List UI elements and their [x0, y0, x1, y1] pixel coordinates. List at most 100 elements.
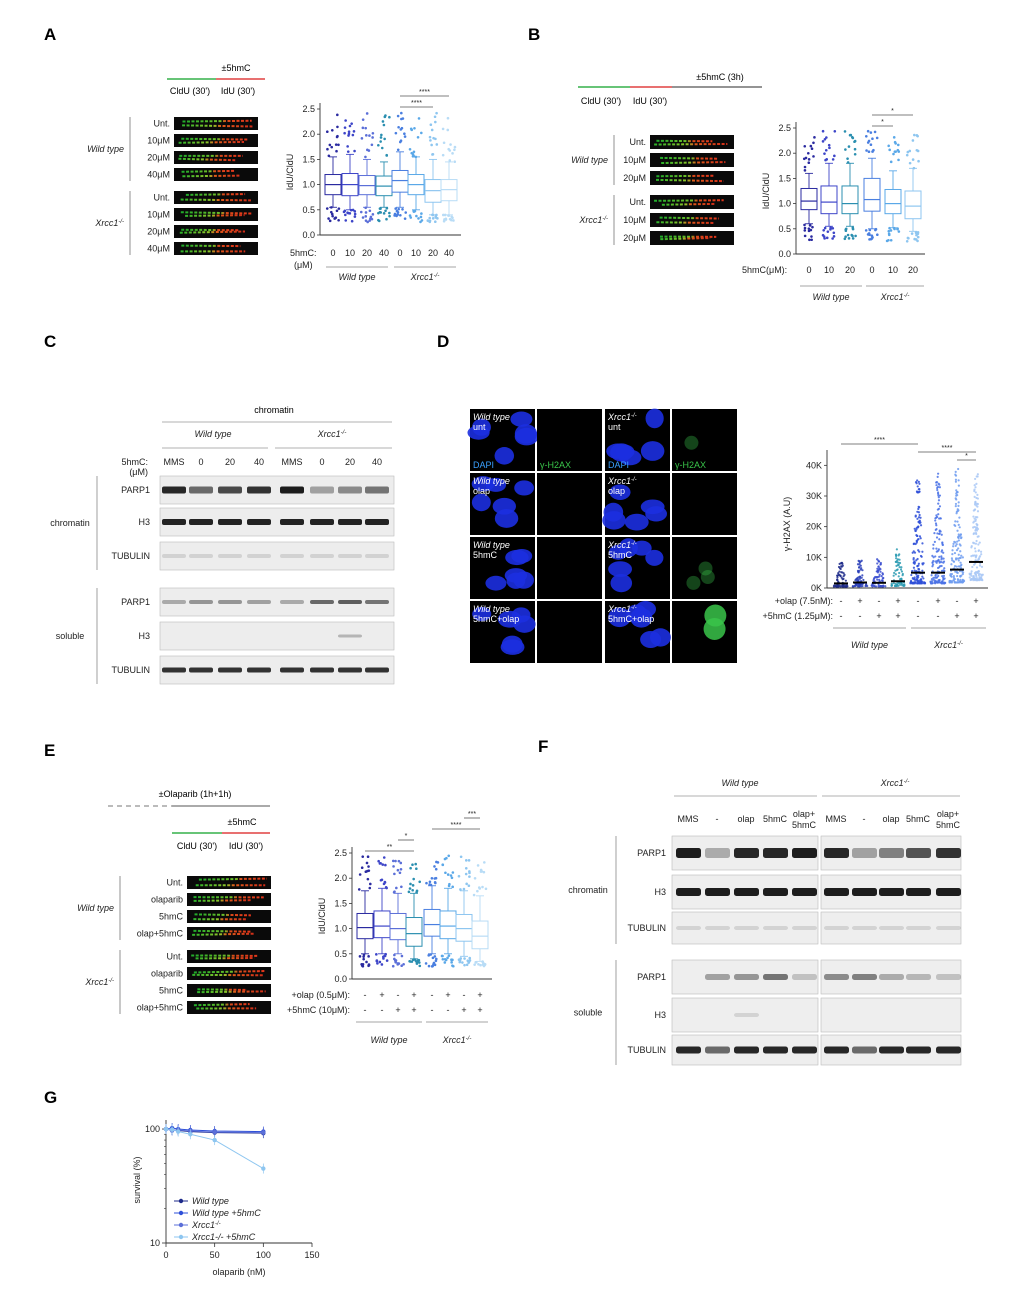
band-label: H3	[654, 1010, 666, 1020]
outlier-point	[462, 887, 466, 891]
lane-label: olap	[737, 814, 754, 824]
data-point	[931, 561, 934, 564]
blot-band	[218, 554, 242, 558]
blot-band	[338, 486, 362, 494]
data-point	[960, 536, 963, 539]
data-point	[854, 579, 857, 582]
dna-fiber	[185, 193, 246, 196]
outlier-point	[917, 159, 920, 163]
data-point	[931, 565, 934, 568]
cell-treatment-label: 5hmC	[473, 550, 498, 560]
cell-genotype-label: Wild type	[473, 476, 510, 486]
data-point	[930, 578, 934, 581]
data-point	[935, 524, 938, 527]
data-point	[913, 527, 916, 530]
data-point	[922, 577, 925, 580]
outlier-point	[465, 882, 468, 886]
outlier-point	[435, 957, 438, 961]
data-point	[970, 574, 973, 577]
data-point	[838, 570, 841, 573]
outlier-point	[361, 216, 365, 219]
outlier-point	[377, 859, 380, 863]
nucleus	[467, 425, 490, 440]
outlier-point	[451, 964, 454, 967]
outlier-point	[871, 236, 874, 239]
data-point	[895, 568, 899, 572]
data-point	[977, 549, 980, 552]
outlier-point	[452, 219, 455, 222]
data-point	[839, 585, 842, 588]
outlier-point	[414, 862, 417, 866]
outlier-point	[408, 147, 412, 151]
data-point	[943, 567, 946, 570]
data-point	[955, 491, 959, 494]
outlier-point	[362, 957, 365, 961]
data-point	[976, 535, 979, 538]
data-point	[958, 565, 961, 568]
outlier-point	[413, 126, 416, 130]
y-tick-label: 100	[145, 1124, 160, 1134]
data-point	[940, 560, 943, 564]
outlier-point	[337, 218, 340, 222]
data-point	[895, 554, 898, 557]
outlier-point	[330, 212, 334, 216]
outlier-point	[383, 954, 387, 958]
blot-band	[705, 974, 730, 980]
data-point	[934, 555, 937, 558]
dna-fiber	[655, 178, 724, 183]
outlier-point	[358, 873, 362, 876]
group-label: Xrcc1-/-	[317, 429, 347, 439]
outlier-point	[457, 958, 461, 962]
data-point	[938, 529, 941, 532]
data-point	[163, 1126, 169, 1132]
data-point	[976, 493, 979, 496]
data-point	[912, 550, 915, 553]
outlier-point	[393, 872, 396, 876]
data-point	[933, 532, 936, 535]
outlier-point	[447, 954, 451, 957]
outlier-point	[843, 130, 847, 133]
legend-marker	[178, 1234, 184, 1240]
outlier-point	[364, 215, 368, 218]
outlier-point	[453, 145, 457, 149]
group-label: Xrcc1-/-	[880, 778, 910, 788]
blot-strip	[671, 997, 819, 1033]
outlier-point	[474, 960, 478, 964]
data-point	[857, 571, 860, 574]
blot-band	[189, 554, 213, 558]
nucleus	[645, 506, 668, 522]
data-point	[862, 578, 865, 582]
data-point	[940, 558, 943, 561]
outlier-point	[821, 140, 825, 143]
data-point	[919, 537, 922, 540]
x-tick-label: 20	[908, 265, 918, 275]
legend-label: Xrcc1-/- +5hmC	[191, 1232, 256, 1242]
outlier-point	[434, 120, 437, 124]
blot-band	[162, 554, 186, 558]
lane-label: 40	[372, 457, 382, 467]
data-point	[858, 561, 861, 564]
fiber-row-label: 10μM	[623, 215, 646, 225]
outlier-point	[335, 209, 339, 213]
lane-label: 40	[254, 457, 264, 467]
data-point	[938, 486, 941, 489]
outlier-point	[443, 213, 447, 217]
data-point	[976, 475, 979, 478]
outlier-point	[448, 159, 452, 162]
data-point	[877, 583, 880, 586]
data-point	[873, 576, 876, 580]
lane-label: 20	[225, 457, 235, 467]
outlier-point	[417, 958, 421, 962]
data-point	[880, 579, 884, 582]
data-point	[938, 517, 941, 520]
outlier-point	[435, 143, 439, 146]
data-point	[968, 576, 971, 579]
data-point	[977, 572, 980, 575]
dna-fiber	[197, 988, 248, 991]
data-point	[934, 574, 937, 577]
data-point	[860, 576, 863, 579]
lane-label: 0	[198, 457, 203, 467]
y-tick-label: 0.0	[302, 230, 315, 240]
data-point	[949, 573, 952, 576]
